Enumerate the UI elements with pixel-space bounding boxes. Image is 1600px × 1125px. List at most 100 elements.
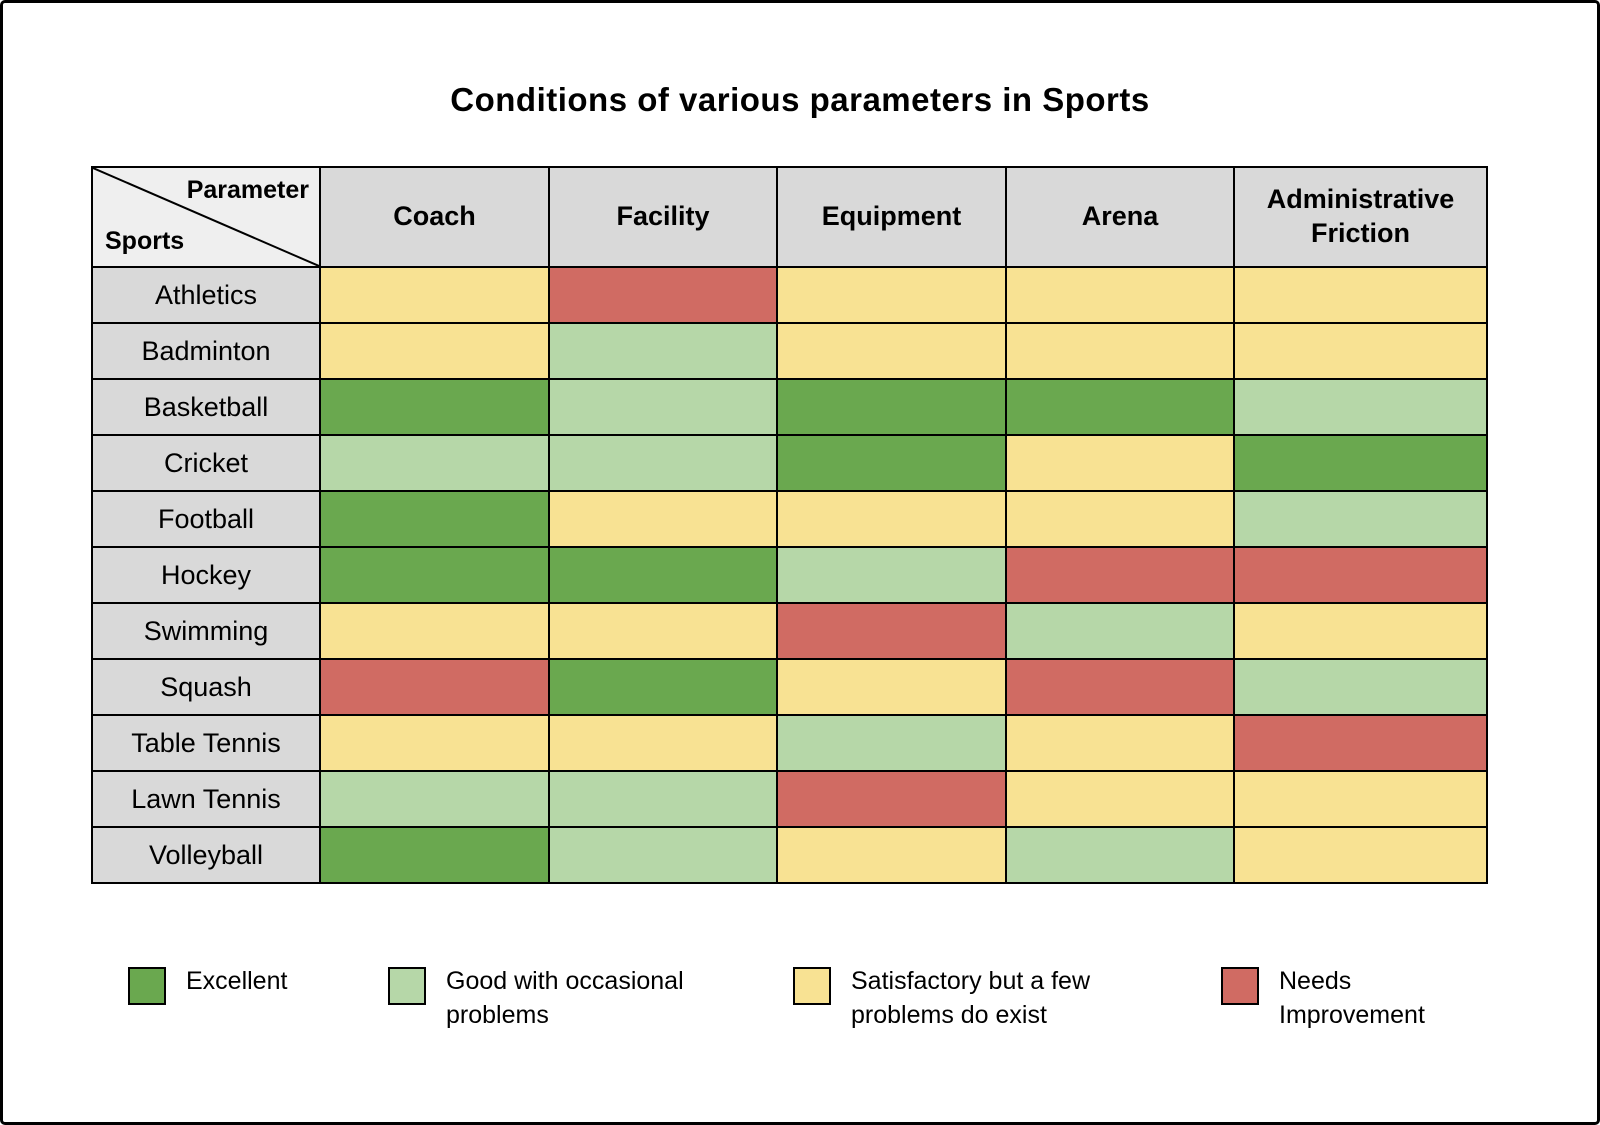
sport-row-label-table-tennis: Table Tennis: [91, 714, 321, 772]
grid-cell-football-equipment: [776, 490, 1007, 548]
corner-diagonal-line: [93, 168, 319, 266]
sport-row-label-lawn-tennis: Lawn Tennis: [91, 770, 321, 828]
column-header-arena: Arena: [1005, 166, 1235, 268]
column-header-equipment: Equipment: [776, 166, 1007, 268]
legend-swatch-needs-improvement: [1221, 967, 1259, 1005]
corner-cell: Parameter Sports: [91, 166, 321, 268]
grid-cell-volleyball-administrative-friction: [1233, 826, 1488, 884]
grid-cell-athletics-equipment: [776, 266, 1007, 324]
legend-label-good: Good with occasional problems: [446, 967, 684, 1029]
table-row-table-tennis: Table Tennis: [91, 714, 1488, 772]
legend-label-excellent: Excellent: [186, 967, 288, 995]
table-row-squash: Squash: [91, 658, 1488, 716]
grid-cell-volleyball-arena: [1005, 826, 1235, 884]
header-row: Parameter Sports Coach Facility Equipment A…: [91, 166, 1488, 268]
grid-cell-hockey-coach: [319, 546, 550, 604]
table-body: Athletics Badminton Basketball Cricket Footb…: [91, 266, 1488, 884]
grid-cell-squash-administrative-friction: [1233, 658, 1488, 716]
grid-cell-basketball-facility: [548, 378, 778, 436]
grid-cell-hockey-equipment: [776, 546, 1007, 604]
grid-cell-badminton-equipment: [776, 322, 1007, 380]
table-row-football: Football: [91, 490, 1488, 548]
legend-swatch-satisfactory: [793, 967, 831, 1005]
grid-cell-badminton-coach: [319, 322, 550, 380]
grid-cell-athletics-arena: [1005, 266, 1235, 324]
legend-item-excellent: Excellent: [128, 965, 287, 1005]
table-row-lawn-tennis: Lawn Tennis: [91, 770, 1488, 828]
grid-cell-football-coach: [319, 490, 550, 548]
sport-row-label-football: Football: [91, 490, 321, 548]
grid-cell-lawn-tennis-facility: [548, 770, 778, 828]
grid-cell-athletics-coach: [319, 266, 550, 324]
grid-cell-badminton-facility: [548, 322, 778, 380]
grid-cell-squash-facility: [548, 658, 778, 716]
sport-row-label-athletics: Athletics: [91, 266, 321, 324]
sport-row-label-badminton: Badminton: [91, 322, 321, 380]
grid-cell-cricket-administrative-friction: [1233, 434, 1488, 492]
sport-row-label-squash: Squash: [91, 658, 321, 716]
legend-swatch-excellent: [128, 967, 166, 1005]
grid-cell-table-tennis-equipment: [776, 714, 1007, 772]
grid-cell-table-tennis-facility: [548, 714, 778, 772]
column-header-administrative-friction: Administrative Friction: [1233, 166, 1488, 268]
grid-cell-badminton-arena: [1005, 322, 1235, 380]
grid-cell-volleyball-facility: [548, 826, 778, 884]
legend-label-satisfactory: Satisfactory but a few problems do exist: [851, 967, 1091, 1029]
chart-title: Conditions of various parameters in Spor…: [450, 81, 1150, 118]
grid-cell-cricket-coach: [319, 434, 550, 492]
sports-conditions-table: Parameter Sports Coach Facility Equipment A…: [91, 166, 1488, 884]
legend-item-needs-improvement: Needs Improvement: [1221, 965, 1449, 1033]
legend-item-satisfactory: Satisfactory but a few problems do exist: [793, 965, 1121, 1033]
sport-row-label-volleyball: Volleyball: [91, 826, 321, 884]
table-row-hockey: Hockey: [91, 546, 1488, 604]
table-row-cricket: Cricket: [91, 434, 1488, 492]
sport-row-label-cricket: Cricket: [91, 434, 321, 492]
grid-cell-athletics-facility: [548, 266, 778, 324]
grid-cell-basketball-coach: [319, 378, 550, 436]
grid-cell-cricket-arena: [1005, 434, 1235, 492]
grid-cell-cricket-facility: [548, 434, 778, 492]
grid-cell-squash-arena: [1005, 658, 1235, 716]
grid-cell-cricket-equipment: [776, 434, 1007, 492]
legend-item-good: Good with occasional problems: [388, 965, 706, 1033]
table-row-badminton: Badminton: [91, 322, 1488, 380]
grid-cell-football-administrative-friction: [1233, 490, 1488, 548]
grid-cell-swimming-equipment: [776, 602, 1007, 660]
column-header-coach: Coach: [319, 166, 550, 268]
table-row-volleyball: Volleyball: [91, 826, 1488, 884]
grid-cell-athletics-administrative-friction: [1233, 266, 1488, 324]
grid-cell-lawn-tennis-equipment: [776, 770, 1007, 828]
table-row-swimming: Swimming: [91, 602, 1488, 660]
grid-cell-lawn-tennis-administrative-friction: [1233, 770, 1488, 828]
grid-cell-hockey-facility: [548, 546, 778, 604]
grid-cell-squash-equipment: [776, 658, 1007, 716]
grid-cell-basketball-equipment: [776, 378, 1007, 436]
grid-cell-swimming-administrative-friction: [1233, 602, 1488, 660]
grid-cell-basketball-administrative-friction: [1233, 378, 1488, 436]
table-row-basketball: Basketball: [91, 378, 1488, 436]
grid-cell-football-arena: [1005, 490, 1235, 548]
column-header-facility: Facility: [548, 166, 778, 268]
table-row-athletics: Athletics: [91, 266, 1488, 324]
grid-cell-badminton-administrative-friction: [1233, 322, 1488, 380]
sport-row-label-swimming: Swimming: [91, 602, 321, 660]
grid-cell-swimming-facility: [548, 602, 778, 660]
sport-row-label-hockey: Hockey: [91, 546, 321, 604]
grid-cell-table-tennis-arena: [1005, 714, 1235, 772]
corner-parameter-label: Parameter: [186, 176, 309, 204]
grid-cell-table-tennis-coach: [319, 714, 550, 772]
legend-swatch-good: [388, 967, 426, 1005]
grid-cell-volleyball-coach: [319, 826, 550, 884]
grid-cell-basketball-arena: [1005, 378, 1235, 436]
grid-cell-hockey-administrative-friction: [1233, 546, 1488, 604]
corner-sports-label: Sports: [105, 227, 185, 255]
grid-cell-lawn-tennis-coach: [319, 770, 550, 828]
grid-cell-lawn-tennis-arena: [1005, 770, 1235, 828]
grid-cell-squash-coach: [319, 658, 550, 716]
grid-cell-volleyball-equipment: [776, 826, 1007, 884]
grid-cell-football-facility: [548, 490, 778, 548]
grid-cell-swimming-arena: [1005, 602, 1235, 660]
table-wrap: Parameter Sports Coach Facility Equipment A…: [91, 166, 1488, 884]
grid-cell-table-tennis-administrative-friction: [1233, 714, 1488, 772]
